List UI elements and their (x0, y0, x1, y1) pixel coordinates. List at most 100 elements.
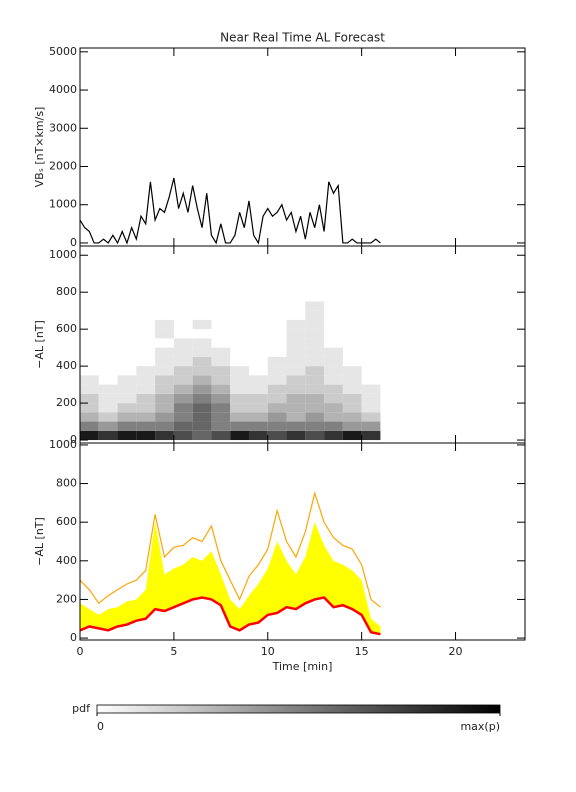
heat-cell (248, 403, 268, 413)
heat-cell (342, 393, 362, 404)
heat-cell (286, 356, 306, 367)
y-tick-label: 5000 (49, 45, 77, 58)
heat-cell (192, 412, 212, 422)
heat-cell (192, 403, 212, 413)
heat-cell (267, 403, 287, 413)
heat-cell (305, 338, 325, 348)
heat-cell (342, 430, 362, 441)
heat-cell (248, 393, 268, 404)
heat-cell (305, 393, 325, 404)
heat-cell (305, 319, 325, 330)
heat-cell (324, 375, 343, 385)
heat-cell (211, 430, 231, 441)
plot-area (80, 491, 381, 636)
heat-cell (155, 421, 174, 431)
heat-cell (267, 412, 287, 422)
heat-cell (267, 384, 287, 394)
chart-title: Near Real Time AL Forecast (220, 31, 385, 45)
heat-cell (98, 430, 118, 441)
heat-cell (286, 430, 306, 441)
heat-cell (192, 319, 212, 330)
heat-cell (117, 421, 137, 431)
heat-cell (211, 347, 231, 357)
x-tick-label: 10 (261, 645, 275, 658)
heat-cell (155, 403, 174, 413)
heat-cell (211, 393, 231, 404)
y-tick-label: 1000 (49, 438, 77, 451)
heat-cell (324, 393, 343, 404)
heat-cell (117, 403, 137, 413)
heat-cell (230, 375, 249, 385)
heat-cell (286, 384, 306, 394)
heat-cell (230, 412, 249, 422)
heat-cell (155, 356, 174, 367)
line (80, 491, 381, 608)
x-tick-label: 15 (355, 645, 369, 658)
heat-cell (192, 430, 212, 441)
heat-cell (305, 421, 325, 431)
heat-cell (98, 412, 118, 422)
heat-cell (173, 403, 193, 413)
heat-cell (342, 403, 362, 413)
y-tick-label: 0 (70, 433, 77, 446)
heat-cell (117, 430, 137, 441)
heat-cell (286, 329, 306, 339)
heat-cell (286, 375, 306, 385)
heat-cell (98, 384, 118, 394)
heat-cell (342, 421, 362, 431)
heat-cell (117, 375, 137, 385)
heat-cell (173, 412, 193, 422)
heat-cell (173, 430, 193, 441)
heat-cell (230, 430, 249, 441)
heat-cell (155, 366, 174, 376)
heat-cell (98, 403, 118, 413)
heat-cell (267, 356, 287, 367)
heat-cell (80, 430, 99, 441)
heat-cell (248, 375, 268, 385)
heat-cell (173, 338, 193, 348)
heat-cell (192, 421, 212, 431)
heat-cell (305, 412, 325, 422)
heat-cell (211, 366, 231, 376)
heat-cell (230, 384, 249, 394)
heat-cell (155, 319, 174, 330)
heat-cell (80, 403, 99, 413)
heat-cell (211, 356, 231, 367)
colorbar (96, 704, 501, 714)
heat-cell (267, 430, 287, 441)
heat-cell (192, 347, 212, 357)
heat-cell (173, 393, 193, 404)
heat-cell (230, 421, 249, 431)
heat-cell (192, 375, 212, 385)
heat-cell (361, 384, 381, 394)
colorbar-tick-label: max(p) (460, 720, 500, 733)
x-tick-label: 5 (170, 645, 177, 658)
heat-cell (267, 366, 287, 376)
heat-cell (136, 430, 156, 441)
heat-cell (342, 375, 362, 385)
heat-cell (305, 301, 325, 311)
heat-cell (305, 356, 325, 367)
heat-cell (136, 412, 156, 422)
heat-cell (98, 393, 118, 404)
band (80, 522, 381, 635)
heat-cell (248, 384, 268, 394)
y-tick-label: 600 (56, 515, 77, 528)
heat-cell (248, 430, 268, 441)
line (80, 177, 381, 245)
heat-cell (361, 421, 381, 431)
heat-cell (286, 421, 306, 431)
heat-cell (361, 412, 381, 422)
heat-cell (80, 412, 99, 422)
heat-cell (248, 412, 268, 422)
y-tick-label: 200 (56, 396, 77, 409)
heat-cell (324, 430, 343, 441)
heat-cell (173, 347, 193, 357)
heat-cell (267, 393, 287, 404)
y-tick-label: 1000 (49, 248, 77, 261)
heat-cell (211, 384, 231, 394)
heat-cell (155, 384, 174, 394)
y-axis-label: −AL [nT] (33, 517, 46, 566)
heat-cell (211, 403, 231, 413)
heat-cell (98, 421, 118, 431)
